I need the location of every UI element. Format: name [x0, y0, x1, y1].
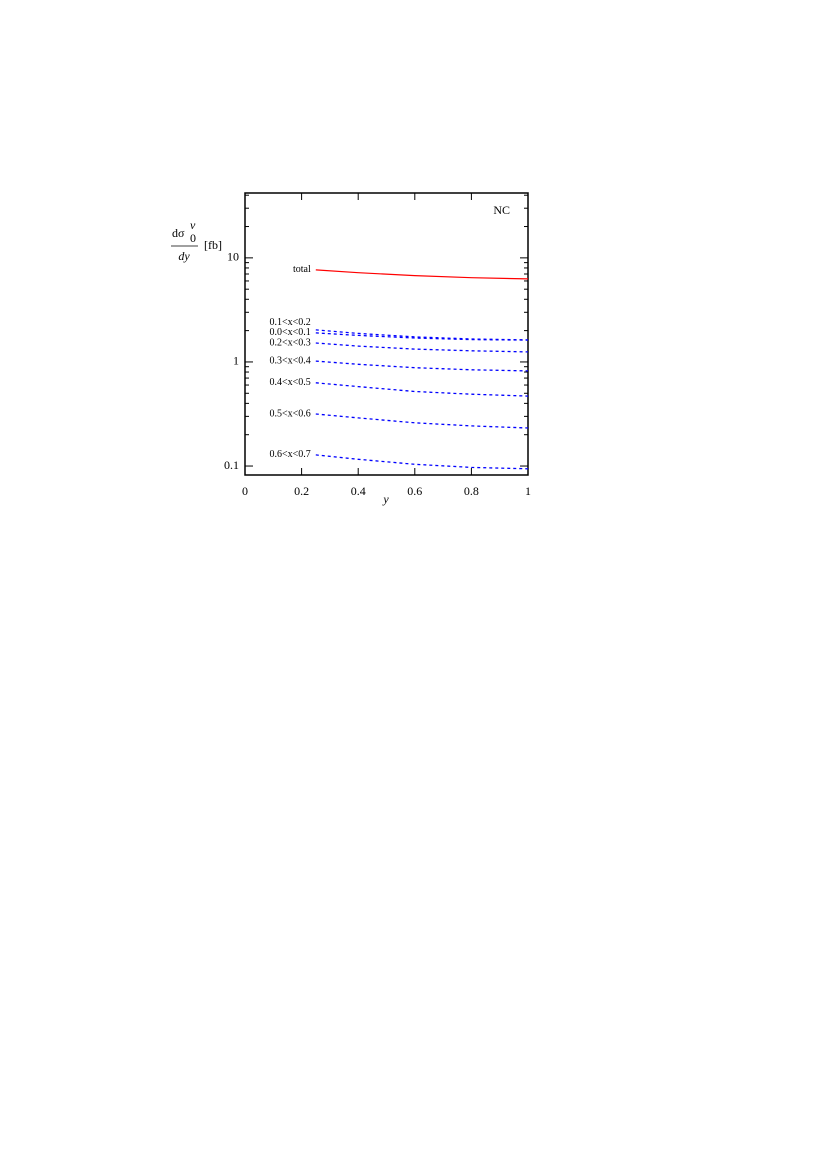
- series-line: [315, 454, 529, 470]
- series-line: [315, 360, 529, 372]
- y-label-sub: 0: [190, 231, 196, 245]
- x-axis-label: y: [382, 492, 389, 506]
- y-tick-label: 1: [233, 354, 239, 368]
- plot-frame: [244, 192, 529, 476]
- series-line: [315, 342, 529, 353]
- y-axis-label: dσ 0 ν dy [fb]: [171, 218, 222, 263]
- series-label: 0.1<x<0.2: [269, 317, 310, 328]
- series-line: [315, 269, 529, 280]
- x-tick-label: 0: [242, 484, 248, 498]
- annotation: NC: [493, 203, 510, 217]
- y-tick-label: 0.1: [224, 458, 239, 472]
- x-tick-label: 0.6: [407, 484, 422, 498]
- series-line: [315, 332, 529, 341]
- series-label: 0.2<x<0.3: [269, 337, 310, 348]
- series-label: 0.4<x<0.5: [269, 377, 310, 388]
- x-tick-label: 0.4: [351, 484, 366, 498]
- series-label: 0.3<x<0.4: [269, 355, 310, 366]
- y-label-base: dσ: [172, 226, 185, 240]
- x-tick-label: 0.8: [464, 484, 479, 498]
- series-label: 0.5<x<0.6: [269, 408, 310, 419]
- series-label: total: [293, 264, 311, 275]
- x-tick-label: 0.2: [294, 484, 309, 498]
- series-label: 0.0<x<0.1: [269, 327, 310, 338]
- y-label-sup: ν: [190, 218, 196, 232]
- x-tick-label: 1: [525, 484, 531, 498]
- y-label-unit: [fb]: [204, 238, 222, 252]
- series-line: [315, 382, 529, 397]
- y-tick-label: 10: [227, 250, 239, 264]
- series-label: 0.6<x<0.7: [269, 449, 310, 460]
- y-label-denominator: dy: [178, 249, 190, 263]
- series-line: [315, 413, 529, 429]
